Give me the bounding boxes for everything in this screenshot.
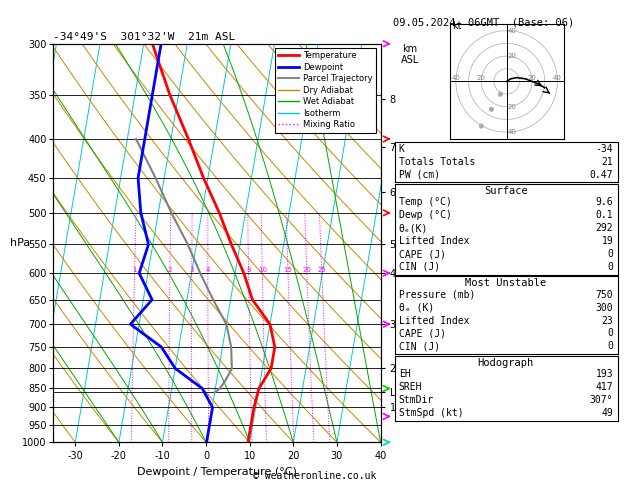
Text: StmDir: StmDir [399, 395, 434, 405]
Text: Temp (°C): Temp (°C) [399, 197, 452, 208]
Text: -34°49'S  301°32'W  21m ASL: -34°49'S 301°32'W 21m ASL [53, 32, 236, 42]
Text: 20: 20 [508, 53, 517, 59]
Text: 0.47: 0.47 [590, 170, 613, 180]
Text: Totals Totals: Totals Totals [399, 156, 475, 167]
Text: 307°: 307° [590, 395, 613, 405]
Text: -34: -34 [596, 144, 613, 154]
Text: 21: 21 [601, 156, 613, 167]
Text: 0.1: 0.1 [596, 210, 613, 220]
Text: CAPE (J): CAPE (J) [399, 249, 446, 259]
Text: 10: 10 [258, 267, 267, 273]
Text: SREH: SREH [399, 382, 422, 392]
Text: Most Unstable: Most Unstable [465, 278, 547, 288]
Text: 19: 19 [601, 236, 613, 246]
Text: Hodograph: Hodograph [477, 358, 534, 367]
Text: hPa: hPa [10, 238, 31, 248]
Text: 25: 25 [318, 267, 326, 273]
Text: PW (cm): PW (cm) [399, 170, 440, 180]
Text: 0: 0 [608, 249, 613, 259]
Text: 0: 0 [608, 262, 613, 272]
Text: EH: EH [399, 369, 411, 379]
Text: 20: 20 [528, 75, 537, 81]
Text: θₑ(K): θₑ(K) [399, 223, 428, 233]
Text: Pressure (mb): Pressure (mb) [399, 290, 475, 300]
Text: km
ASL: km ASL [401, 44, 419, 65]
Text: CAPE (J): CAPE (J) [399, 329, 446, 338]
Legend: Temperature, Dewpoint, Parcel Trajectory, Dry Adiabat, Wet Adiabat, Isotherm, Mi: Temperature, Dewpoint, Parcel Trajectory… [275, 48, 376, 133]
Text: 292: 292 [596, 223, 613, 233]
Text: CIN (J): CIN (J) [399, 341, 440, 351]
Text: 3: 3 [189, 267, 194, 273]
Text: 40: 40 [508, 129, 517, 135]
Text: 300: 300 [596, 303, 613, 312]
Text: 40: 40 [553, 75, 562, 81]
Text: θₑ (K): θₑ (K) [399, 303, 434, 312]
Text: StmSpd (kt): StmSpd (kt) [399, 408, 464, 418]
Text: 15: 15 [284, 267, 292, 273]
Text: 9.6: 9.6 [596, 197, 613, 208]
Text: 1: 1 [132, 267, 137, 273]
Text: Dewp (°C): Dewp (°C) [399, 210, 452, 220]
Text: Lifted Index: Lifted Index [399, 315, 469, 326]
Text: Lifted Index: Lifted Index [399, 236, 469, 246]
Text: 23: 23 [601, 315, 613, 326]
Text: kt: kt [452, 21, 462, 32]
Text: 20: 20 [477, 75, 486, 81]
Text: 40: 40 [508, 28, 517, 34]
Text: © weatheronline.co.uk: © weatheronline.co.uk [253, 471, 376, 481]
Text: 20: 20 [303, 267, 311, 273]
Text: 4: 4 [206, 267, 210, 273]
Text: 193: 193 [596, 369, 613, 379]
Text: CIN (J): CIN (J) [399, 262, 440, 272]
Text: 2: 2 [168, 267, 172, 273]
Text: 417: 417 [596, 382, 613, 392]
X-axis label: Dewpoint / Temperature (°C): Dewpoint / Temperature (°C) [137, 467, 297, 477]
Text: Surface: Surface [484, 186, 528, 196]
Text: 750: 750 [596, 290, 613, 300]
Text: 09.05.2024  06GMT  (Base: 06): 09.05.2024 06GMT (Base: 06) [393, 17, 574, 27]
Text: 8: 8 [247, 267, 251, 273]
Text: 49: 49 [601, 408, 613, 418]
Text: 20: 20 [508, 104, 517, 110]
Y-axis label: Mixing Ratio (g/kg): Mixing Ratio (g/kg) [411, 197, 421, 289]
Text: 40: 40 [452, 75, 460, 81]
Text: 0: 0 [608, 341, 613, 351]
Text: K: K [399, 144, 404, 154]
Text: 0: 0 [608, 329, 613, 338]
